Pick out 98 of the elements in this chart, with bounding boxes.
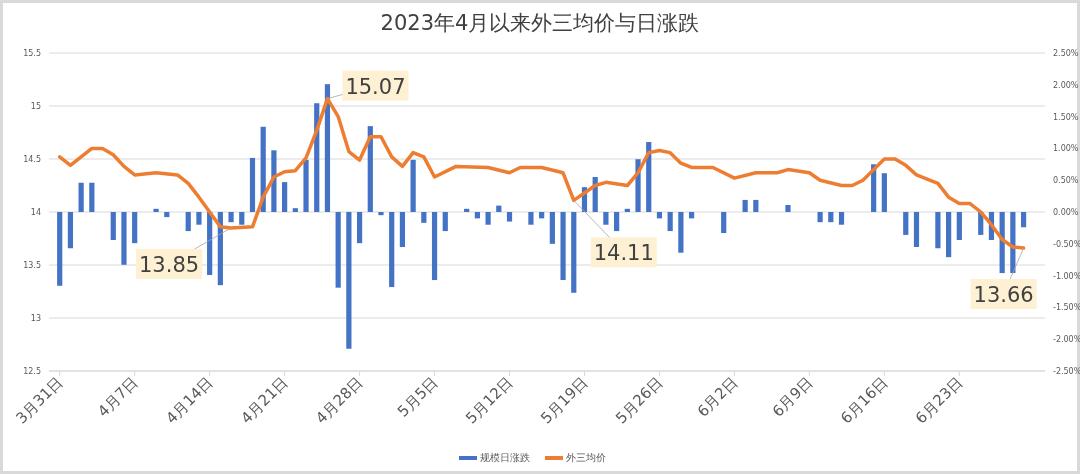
y2-tick-label: -1.00% bbox=[1053, 271, 1080, 281]
bar bbox=[753, 199, 759, 212]
bar bbox=[506, 212, 513, 222]
bar bbox=[571, 212, 577, 293]
y-tick-label: 13.5 bbox=[23, 261, 41, 270]
bar bbox=[903, 212, 909, 235]
bar bbox=[89, 182, 95, 212]
bar bbox=[667, 212, 673, 232]
x-tick-label: 5月5日 bbox=[393, 373, 442, 421]
x-tick-label: 6月16日 bbox=[836, 373, 892, 428]
y2-tick-label: 2.50% bbox=[1053, 49, 1079, 58]
bar bbox=[560, 212, 566, 281]
bar bbox=[292, 208, 298, 212]
bar bbox=[956, 212, 962, 240]
x-tick-label: 5月12日 bbox=[462, 373, 517, 428]
x-tick-label: 6月9日 bbox=[768, 373, 817, 421]
annotation: 13.85 bbox=[139, 252, 200, 277]
bar bbox=[67, 212, 74, 249]
bar bbox=[196, 212, 202, 225]
bar bbox=[496, 205, 502, 212]
bar bbox=[421, 212, 427, 223]
x-tick-label: 5月19日 bbox=[537, 373, 592, 428]
y2-tick-label: -0.50% bbox=[1053, 239, 1080, 249]
y-tick-label: 13 bbox=[30, 314, 41, 323]
bar bbox=[110, 212, 116, 240]
x-tick-label: 6月23日 bbox=[911, 373, 967, 428]
y-tick-label: 12.5 bbox=[23, 367, 41, 376]
bar bbox=[249, 157, 256, 212]
bar bbox=[431, 212, 438, 281]
x-tick-label: 4月28日 bbox=[312, 373, 367, 428]
bar bbox=[485, 212, 491, 225]
x-tick-label: 4月21日 bbox=[237, 373, 292, 428]
y2-tick-label: 1.00% bbox=[1053, 144, 1079, 154]
x-tick-label: 4月14日 bbox=[162, 373, 217, 428]
x-tick-label: 6月2日 bbox=[693, 373, 742, 421]
bar bbox=[442, 212, 448, 232]
bar bbox=[346, 212, 352, 349]
bar bbox=[1020, 212, 1027, 228]
bar bbox=[549, 212, 555, 244]
bar bbox=[207, 212, 213, 275]
chart-title: 2023年4月以来外三均价与日涨跌 bbox=[380, 11, 700, 35]
bar bbox=[228, 212, 234, 223]
bar bbox=[132, 212, 138, 244]
bar bbox=[474, 212, 480, 219]
bar bbox=[367, 126, 373, 212]
bar bbox=[785, 205, 791, 212]
bar bbox=[688, 212, 695, 219]
y2-tick-label: 2.00% bbox=[1053, 80, 1079, 90]
bar bbox=[913, 212, 920, 247]
legend-label: 规模日涨跌 bbox=[480, 452, 530, 463]
bar bbox=[57, 212, 63, 286]
bar bbox=[721, 212, 727, 233]
y-tick-label: 14 bbox=[30, 208, 41, 217]
annotation: 14.11 bbox=[593, 241, 654, 266]
bar bbox=[678, 212, 684, 253]
bar bbox=[614, 212, 620, 232]
y2-tick-label: 0.50% bbox=[1053, 176, 1079, 186]
annotation: 15.07 bbox=[345, 74, 406, 99]
bar bbox=[239, 212, 245, 225]
y-tick-label: 15.5 bbox=[23, 49, 41, 58]
x-tick-label: 4月7日 bbox=[94, 373, 142, 421]
bar bbox=[164, 212, 170, 218]
x-tick-label: 3月31日 bbox=[12, 373, 67, 428]
bar bbox=[121, 212, 127, 265]
bar bbox=[742, 199, 748, 212]
bar bbox=[356, 212, 363, 244]
bar bbox=[399, 212, 406, 247]
bar bbox=[656, 212, 663, 219]
x-tick-label: 5月26日 bbox=[612, 373, 667, 428]
bar bbox=[271, 150, 277, 212]
bar bbox=[78, 182, 84, 212]
y2-tick-label: -2.50% bbox=[1053, 367, 1080, 376]
bar bbox=[817, 212, 823, 223]
bar bbox=[153, 208, 159, 212]
bar bbox=[185, 212, 191, 232]
bar bbox=[528, 212, 534, 225]
bar bbox=[828, 212, 834, 223]
bar bbox=[539, 212, 545, 219]
y2-tick-label: 1.50% bbox=[1053, 112, 1079, 122]
bar bbox=[838, 212, 845, 225]
bar bbox=[324, 84, 331, 212]
bar bbox=[303, 159, 309, 212]
bar bbox=[935, 212, 941, 249]
bar bbox=[603, 212, 609, 225]
bar bbox=[410, 159, 416, 212]
legend-label: 外三均价 bbox=[566, 452, 606, 463]
bar bbox=[946, 212, 952, 258]
bar bbox=[282, 182, 288, 212]
y2-tick-label: -2.00% bbox=[1053, 335, 1080, 345]
y2-tick-label: 0.00% bbox=[1053, 208, 1079, 217]
y-tick-label: 15 bbox=[30, 102, 41, 111]
bar bbox=[335, 212, 341, 288]
bar bbox=[881, 173, 887, 212]
y2-tick-label: -1.50% bbox=[1053, 303, 1080, 313]
bar bbox=[378, 212, 384, 216]
y-tick-label: 14.5 bbox=[23, 155, 41, 164]
bar bbox=[389, 212, 395, 288]
annotation: 13.66 bbox=[973, 283, 1034, 308]
